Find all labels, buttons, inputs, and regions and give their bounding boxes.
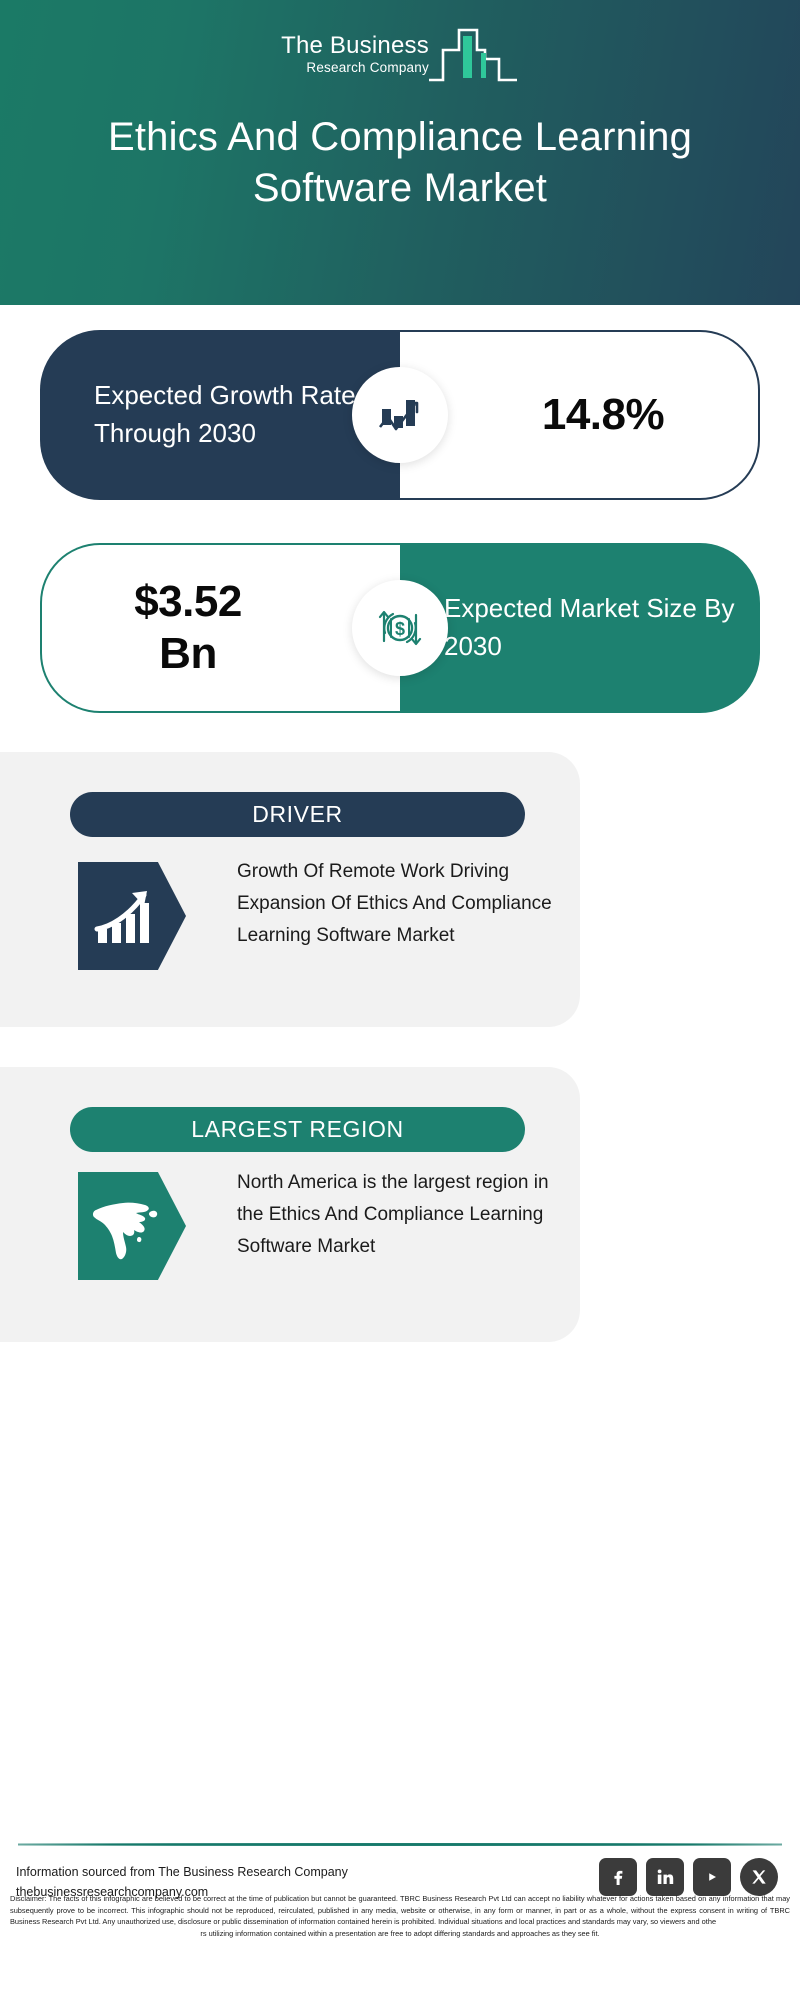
market-size-label: Expected Market Size By 2030 [444, 593, 735, 661]
page-title: Ethics And Compliance Learning Software … [107, 115, 693, 211]
growth-chart-arrow-icon [352, 367, 448, 463]
logo-wordmark: The Business Research Company [281, 31, 429, 84]
footer-source: Information sourced from The Business Re… [16, 1862, 348, 1903]
facebook-icon[interactable] [599, 1858, 637, 1896]
panel-driver: DRIVER Growth Of Remote Work Driving Exp… [0, 752, 580, 1027]
market-size-value-line1: $3.52 [134, 577, 242, 627]
driver-pill-label: DRIVER [252, 801, 343, 827]
market-size-value-line2: Bn [159, 629, 217, 678]
header-banner: The Business Research Company Ethics And… [0, 0, 800, 305]
stat-card-market-size: $3.52 Bn Expected Market Size By 2030 $ [40, 543, 760, 713]
largest-region-pill: LARGEST REGION [70, 1107, 525, 1152]
market-size-value: $3.52 Bn [42, 576, 400, 680]
logo-line-1: The Business [281, 31, 429, 59]
growth-rate-value: 14.8% [541, 390, 665, 440]
svg-text:$: $ [395, 619, 405, 639]
footer-divider [18, 1843, 782, 1846]
footer-source-line-1: Information sourced from The Business Re… [16, 1865, 348, 1879]
bar-chart-logo-icon [427, 22, 519, 84]
dollar-cycle-icon: $ [352, 580, 448, 676]
linkedin-icon[interactable] [646, 1858, 684, 1896]
social-links [599, 1858, 778, 1896]
growth-rate-value-side: 14.8% [400, 330, 760, 500]
company-logo: The Business Research Company [281, 22, 519, 84]
logo-line-2: Research Company [306, 59, 429, 75]
disclaimer-body: Disclaimer: The facts of this infographi… [10, 1894, 790, 1927]
disclaimer-text: Disclaimer: The facts of this infographi… [10, 1893, 790, 1940]
growth-rate-label-side: Expected Growth Rate Through 2030 [40, 330, 400, 500]
stat-card-growth-rate: Expected Growth Rate Through 2030 14.8% [40, 330, 760, 500]
footer-source-line-2[interactable]: thebusinessresearchcompany.com [16, 1885, 209, 1900]
market-size-value-side: $3.52 Bn [40, 543, 400, 713]
largest-region-text: North America is the largest region in t… [237, 1172, 549, 1257]
panel-largest-region: LARGEST REGION North America is the larg… [0, 1067, 580, 1342]
largest-region-pill-label: LARGEST REGION [191, 1116, 404, 1142]
x-twitter-icon[interactable] [740, 1858, 778, 1896]
growth-bars-arrow-icon [78, 862, 186, 970]
driver-pill: DRIVER [70, 792, 525, 837]
disclaimer-last-line: rs utilizing information contained withi… [200, 1929, 600, 1939]
north-america-map-icon [78, 1172, 186, 1280]
driver-text: Growth Of Remote Work Driving Expansion … [237, 861, 552, 946]
growth-rate-label: Expected Growth Rate Through 2030 [94, 380, 356, 448]
market-size-label-side: Expected Market Size By 2030 [400, 543, 760, 713]
youtube-icon[interactable] [693, 1858, 731, 1896]
